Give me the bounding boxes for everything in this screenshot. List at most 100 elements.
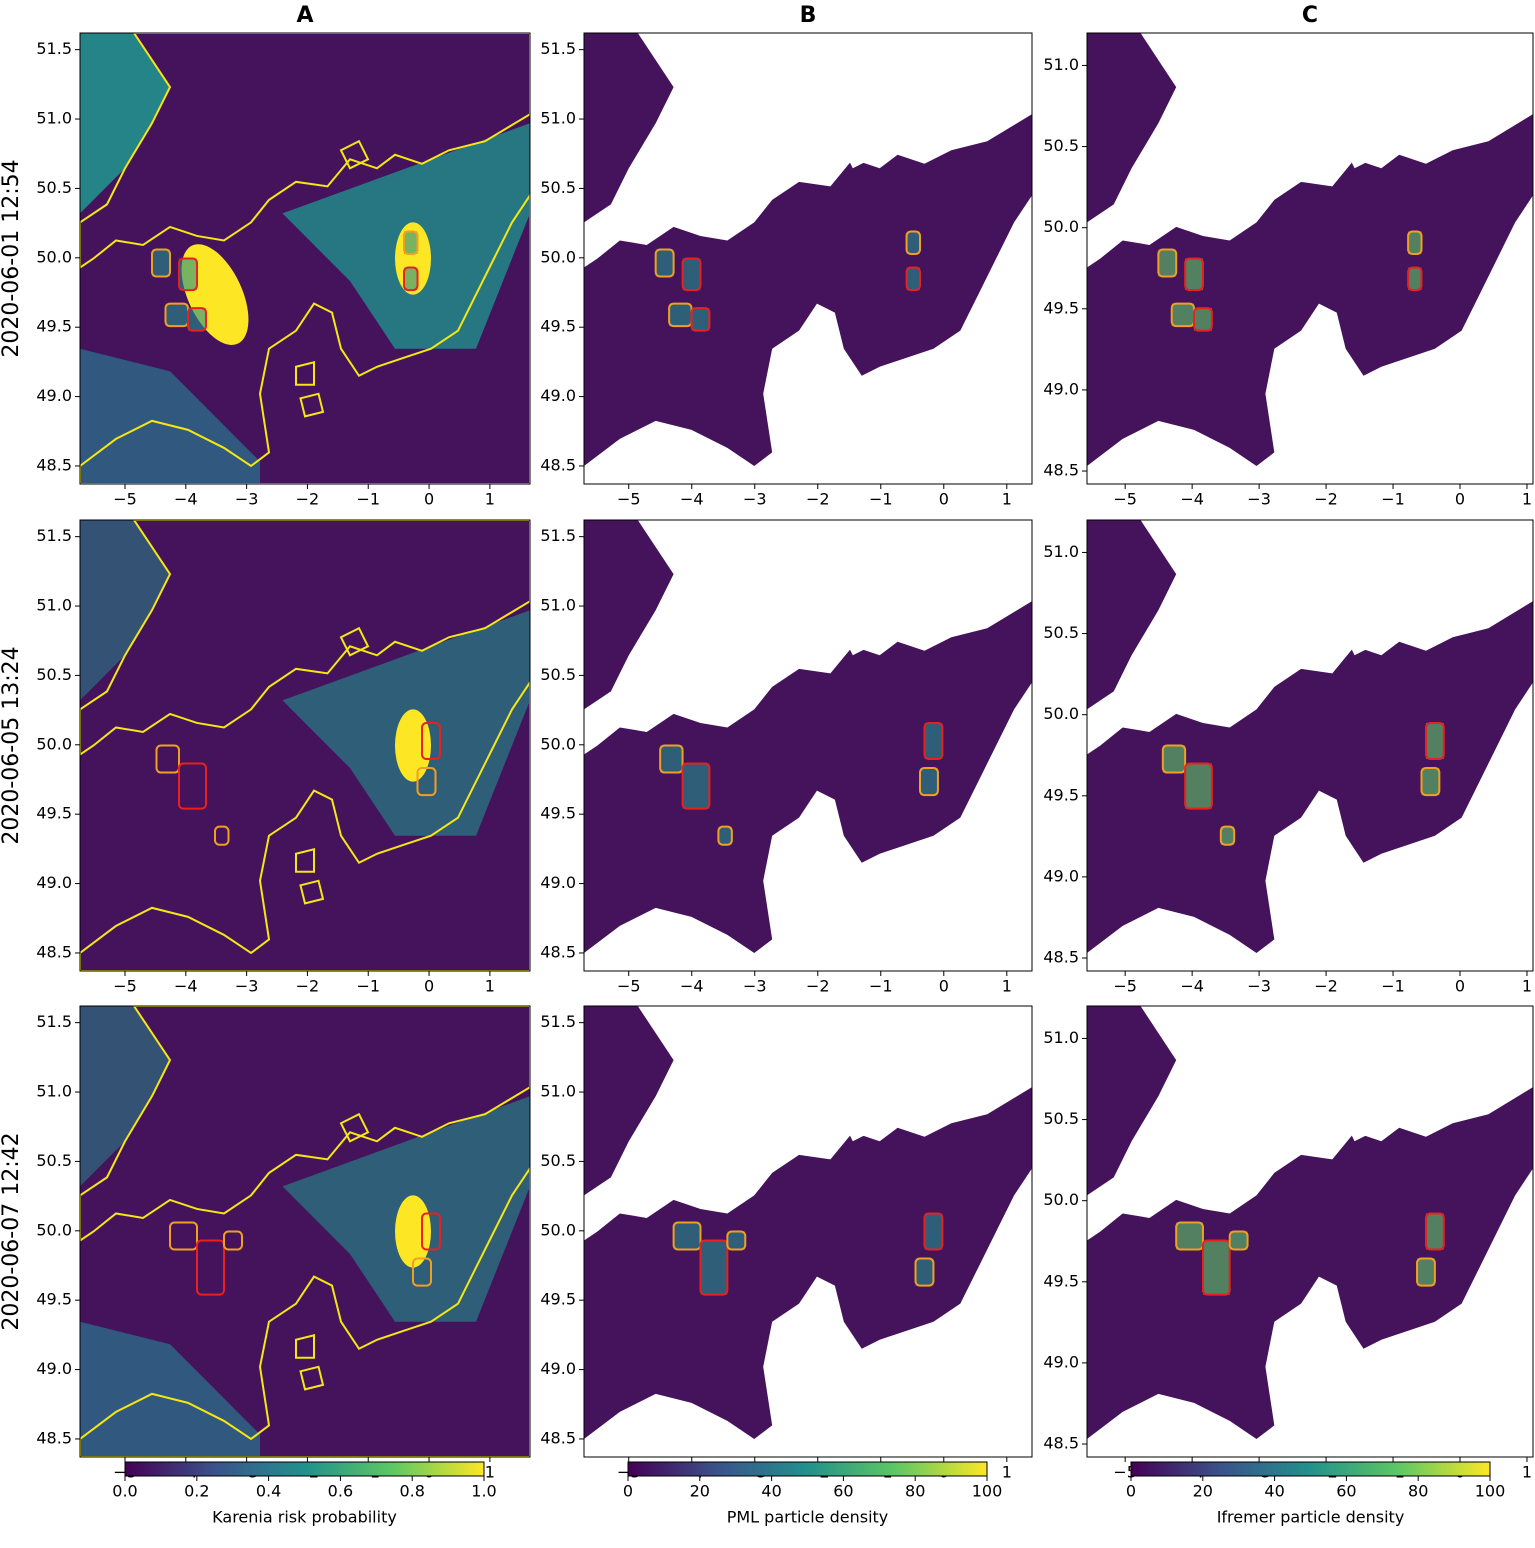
contour [413,1259,431,1286]
y-tick-label: 51.5 [540,1012,576,1031]
map-area [1087,1006,1533,1457]
contour [683,259,701,291]
x-tick-label: −1 [1381,490,1405,509]
particle-patch [1425,1213,1444,1250]
y-tick-label: 50.0 [540,247,576,266]
y-tick-label: 49.5 [1043,298,1079,317]
contour [1426,723,1444,759]
y-tick-label: 49.5 [1043,1271,1079,1290]
x-tick-label: −1 [356,977,380,996]
y-tick-label: 48.5 [1043,1434,1079,1453]
x-tick-label: 1 [485,977,495,996]
contour [718,827,731,845]
colorbar-tick-label: 0.0 [112,1482,137,1501]
particle-patch [165,303,188,327]
column-title: C [1302,3,1318,28]
x-tick-label: 0 [424,490,434,509]
x-tick-label: −3 [743,977,767,996]
x-tick-label: 0 [939,977,949,996]
y-tick-label: 49.0 [1043,866,1079,885]
x-tick-label: 1 [485,490,495,509]
frame [79,519,531,972]
colorbar-tick-label: 0 [623,1482,633,1501]
y-tick-label: 50.0 [36,734,72,753]
contour [656,249,674,276]
y-tick-label: 49.0 [540,386,576,405]
particle-patch [1194,308,1212,331]
x-tick-label: −4 [174,490,198,509]
y-tick-label: 49.5 [540,804,576,823]
y-tick-label: 51.0 [540,109,576,128]
y-tick-label: 50.5 [36,1151,72,1170]
map-panel: 48.549.049.550.050.551.051.5−5−4−3−2−101 [540,1005,1033,1482]
colorbar-tick-label: 0.4 [256,1482,281,1501]
y-tick-label: 50.5 [540,178,576,197]
contour [170,1222,197,1249]
contour [1417,1259,1435,1286]
map-area [584,1006,1032,1457]
bloom [395,709,431,782]
contour [1408,268,1421,291]
colorbar [124,1461,485,1477]
particle-patch [655,249,674,277]
particle-patch [1176,1222,1203,1250]
column-title: B [800,3,817,28]
y-tick-label: 51.0 [1043,542,1079,561]
x-tick-label: −5 [1113,490,1137,509]
colorbar-label: Ifremer particle density [1217,1508,1405,1527]
risk-area [80,348,260,484]
x-tick-label: −3 [235,490,259,509]
column-title: A [296,3,313,28]
particle-patch [682,763,710,809]
colorbar-tick-label: 1.0 [471,1482,496,1501]
y-tick-label: 50.5 [540,1151,576,1170]
contour [404,268,418,291]
x-tick-label: −5 [617,977,641,996]
y-tick-label: 50.0 [1043,1190,1079,1209]
risk-area [80,1006,170,1187]
x-tick-label: 0 [1455,490,1465,509]
colorbar-tick-label: 100 [972,1482,1003,1501]
particle-patch [924,1213,943,1250]
y-tick-label: 50.5 [1043,136,1079,155]
map-area [80,33,530,484]
colorbar-tick-label: 60 [833,1482,853,1501]
y-tick-label: 48.5 [36,1428,72,1447]
contour [197,1241,224,1295]
x-tick-label: −5 [1113,977,1137,996]
map-area [1087,520,1533,971]
x-tick-label: −5 [113,490,137,509]
contour [924,723,942,759]
colorbar-tick-label: 40 [1264,1482,1284,1501]
particle-patch [152,249,170,277]
x-tick-label: 0 [939,490,949,509]
x-tick-label: −1 [356,490,380,509]
particle-patch [1202,1240,1230,1295]
particle-patch [906,267,920,291]
particle-patch [1417,1258,1435,1286]
contour [179,764,206,809]
risk-area [80,520,170,701]
x-tick-label: −1 [1381,977,1405,996]
x-tick-label: −2 [806,490,830,509]
colorbar-label: Karenia risk probability [212,1508,397,1527]
y-tick-label: 49.5 [36,804,72,823]
row-label: 2020-06-01 12:54 [0,159,24,357]
y-tick-label: 50.5 [1043,1109,1079,1128]
y-tick-label: 51.0 [1043,1028,1079,1047]
y-tick-label: 50.0 [36,1220,72,1239]
x-tick-label: −3 [1247,490,1271,509]
x-tick-label: −4 [174,977,198,996]
contour [152,249,170,276]
contour [179,259,197,291]
map-panel: 48.549.049.550.050.551.0−5−4−3−2−101 [1043,1005,1534,1482]
frame [79,32,531,485]
colorbar [627,1461,988,1477]
y-tick-label: 51.0 [1043,55,1079,74]
particle-patch [669,303,692,327]
colorbar-tick-label: 0 [1126,1482,1136,1501]
x-tick-label: −4 [1180,490,1204,509]
